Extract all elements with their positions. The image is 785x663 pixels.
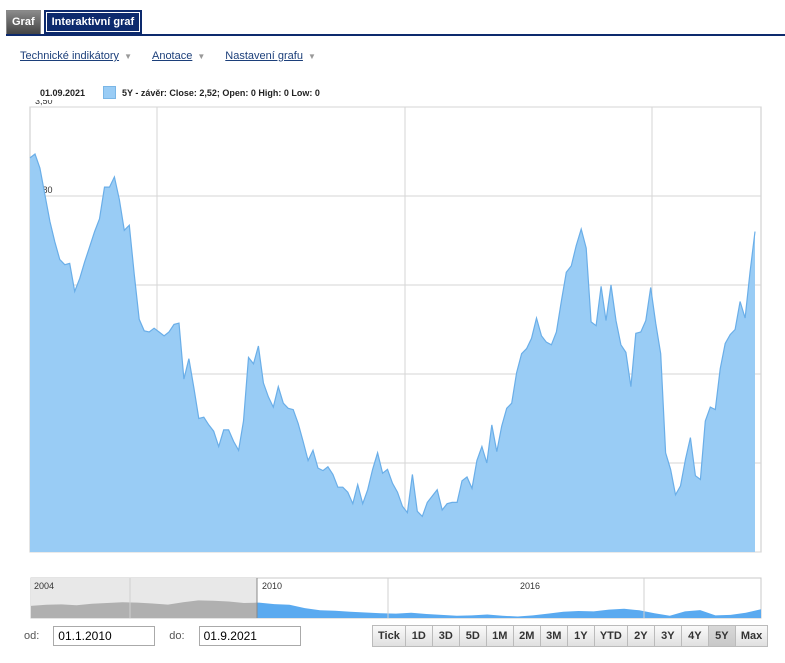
legend-text: 5Y - závěr: Close: 2,52; Open: 0 High: 0… <box>122 87 320 98</box>
menu-anotace[interactable]: Anotace ▼ <box>152 50 205 62</box>
to-date-input[interactable] <box>198 626 301 646</box>
range-button-3m[interactable]: 3M <box>539 625 568 647</box>
from-label: od: <box>24 630 40 642</box>
range-button-3y[interactable]: 3Y <box>653 625 682 647</box>
range-button-5y[interactable]: 5Y <box>707 625 736 647</box>
navigator-area <box>257 602 761 618</box>
range-button-4y[interactable]: 4Y <box>680 625 709 647</box>
chevron-down-icon: ▼ <box>197 52 206 61</box>
navigator-chart[interactable]: 2004 2010 2016 <box>0 575 785 619</box>
menu-label: Nastavení grafu <box>225 50 303 62</box>
legend-swatch <box>103 86 117 99</box>
menu-nastaveni-grafu[interactable]: Nastavení grafu ▼ <box>225 50 316 62</box>
from-date-input[interactable] <box>53 626 156 646</box>
range-button-1y[interactable]: 1Y <box>566 625 595 647</box>
menu-technicke-indikatory[interactable]: Technické indikátory ▼ <box>20 50 132 62</box>
chart-legend: 01.09.2021 5Y - závěr: Close: 2,52; Open… <box>40 86 320 99</box>
range-button-2y[interactable]: 2Y <box>626 625 655 647</box>
range-button-tick[interactable]: Tick <box>372 625 406 647</box>
x-axis-label: 2016 <box>520 581 540 591</box>
chevron-down-icon: ▼ <box>124 52 132 61</box>
range-button-max[interactable]: Max <box>734 625 769 647</box>
y-tick-label: 3,50 <box>35 100 53 106</box>
tab-underline <box>6 34 785 36</box>
tab-bar: Graf Interaktivní graf <box>6 10 143 34</box>
tab-interaktivni-graf[interactable]: Interaktivní graf <box>43 10 143 34</box>
menu-label: Technické indikátory <box>20 50 120 62</box>
range-button-1d[interactable]: 1D <box>404 625 433 647</box>
series-area <box>30 154 755 552</box>
chart-menu: Technické indikátory ▼ Anotace ▼ Nastavení… <box>20 50 336 62</box>
tab-graf[interactable]: Graf <box>6 10 41 34</box>
range-selector: Tick 1D 3D 5D 1M 2M 3M 1Y YTD 2Y 3Y 4Y 5Y Max <box>372 625 769 647</box>
to-label: do: <box>169 630 185 642</box>
chevron-down-icon: ▼ <box>307 52 316 61</box>
legend-date: 01.09.2021 <box>40 87 86 98</box>
range-button-3d[interactable]: 3D <box>431 625 460 647</box>
date-range: od: do: <box>24 626 315 646</box>
range-button-2m[interactable]: 2M <box>512 625 541 647</box>
menu-label: Anotace <box>151 50 193 62</box>
range-button-5d[interactable]: 5D <box>458 625 487 647</box>
main-chart[interactable]: 0,000,701,402,102,803,50 <box>0 100 785 560</box>
x-axis-label: 2010 <box>262 581 282 591</box>
navigator-area-masked <box>31 600 257 618</box>
series-line <box>29 153 756 518</box>
range-button-1m[interactable]: 1M <box>485 625 514 647</box>
x-axis-label: 2004 <box>34 581 54 591</box>
range-button-ytd[interactable]: YTD <box>593 625 628 647</box>
